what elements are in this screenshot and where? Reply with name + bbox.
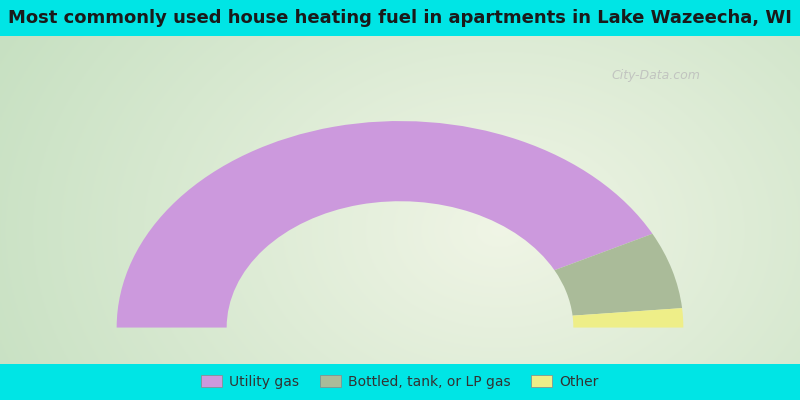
- Text: Most commonly used house heating fuel in apartments in Lake Wazeecha, WI: Most commonly used house heating fuel in…: [8, 9, 792, 27]
- Legend: Utility gas, Bottled, tank, or LP gas, Other: Utility gas, Bottled, tank, or LP gas, O…: [196, 370, 604, 394]
- Wedge shape: [573, 308, 683, 328]
- Wedge shape: [554, 234, 682, 316]
- Text: City-Data.com: City-Data.com: [611, 69, 701, 82]
- Wedge shape: [117, 121, 653, 328]
